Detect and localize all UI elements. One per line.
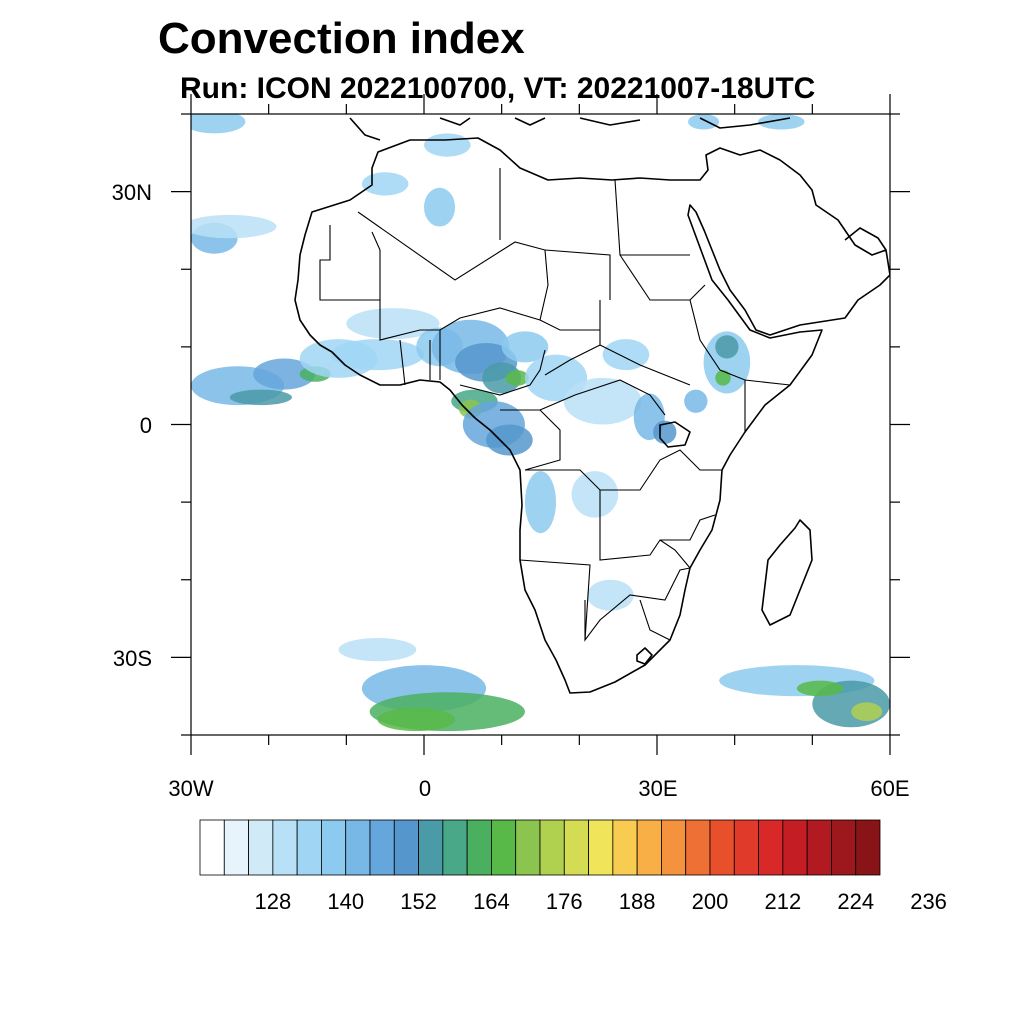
lesotho-outline xyxy=(636,647,653,665)
colorbar-swatch xyxy=(855,819,881,876)
convection-cell xyxy=(501,331,549,363)
lon-label-30w: 30W xyxy=(168,776,214,801)
colorbar-swatch xyxy=(539,819,565,876)
convection-cell xyxy=(424,187,456,227)
colorbar-swatch xyxy=(831,819,857,876)
convection-cell xyxy=(377,707,456,732)
convection-cell xyxy=(338,637,417,662)
colorbar-swatch xyxy=(491,819,517,876)
country-borders xyxy=(319,168,791,642)
colorbar-swatch xyxy=(248,819,274,876)
convection-cell xyxy=(796,680,844,697)
lat-label-0: 0 xyxy=(139,413,152,438)
convection-cell xyxy=(424,133,471,157)
convection-cell xyxy=(482,362,522,394)
colorbar-swatch xyxy=(806,819,832,876)
colorbar-label: 236 xyxy=(910,889,947,914)
lon-label-0: 0 xyxy=(418,776,432,801)
colorbar-swatch xyxy=(393,819,419,876)
colorbar-swatch xyxy=(636,819,662,876)
convection-cell xyxy=(229,389,292,406)
axis-ticks xyxy=(171,94,910,755)
europe-coast xyxy=(349,117,791,141)
colorbar-swatch xyxy=(709,819,735,876)
lat-label-30s: 30S xyxy=(112,646,152,671)
convection-cell xyxy=(715,370,731,386)
lat-label-30n: 30N xyxy=(111,180,152,205)
africa-coastline xyxy=(294,137,890,694)
convection-cell xyxy=(191,214,277,239)
colorbar xyxy=(199,819,881,876)
convection-cell xyxy=(361,172,409,196)
plot-frame xyxy=(190,113,891,736)
convection-cell xyxy=(684,389,708,413)
colorbar-swatch xyxy=(563,819,589,876)
colorbar-label: 164 xyxy=(473,889,510,914)
convection-cell xyxy=(602,339,650,371)
convection-cell xyxy=(653,420,677,444)
colorbar-swatch xyxy=(733,819,759,876)
colorbar-swatch xyxy=(758,819,784,876)
colorbar-swatch xyxy=(418,819,444,876)
colorbar-swatch xyxy=(199,819,225,876)
convection-cell xyxy=(524,471,557,534)
colorbar-label: 200 xyxy=(691,889,729,914)
colorbar-swatch xyxy=(612,819,638,876)
colorbar-label: 212 xyxy=(764,889,802,914)
convection-cell xyxy=(563,377,642,425)
colorbar-swatch xyxy=(685,819,711,876)
convection-field xyxy=(191,114,890,732)
lon-label-30e: 30E xyxy=(638,776,678,801)
chart-subtitle: Run: ICON 2022100700, VT: 20221007-18UTC xyxy=(180,72,816,105)
lon-label-60e: 60E xyxy=(870,776,910,801)
convection-cell xyxy=(253,358,316,390)
colorbar-label: 224 xyxy=(837,889,875,914)
colorbar-swatch xyxy=(442,819,468,876)
convection-cell xyxy=(715,335,739,359)
convection-cell xyxy=(851,702,883,722)
madagascar-coastline xyxy=(761,519,813,626)
colorbar-label: 176 xyxy=(545,889,583,914)
colorbar-swatch xyxy=(515,819,541,876)
colorbar-swatch xyxy=(588,819,614,876)
lake-victoria xyxy=(659,421,691,448)
coastlines xyxy=(294,117,890,694)
colorbar-swatch xyxy=(321,819,347,876)
convection-cell xyxy=(688,114,720,130)
convection-cell xyxy=(571,471,619,518)
colorbar-label: 128 xyxy=(254,889,292,914)
chart-title: Convection index xyxy=(158,14,525,63)
convection-cell xyxy=(757,114,805,130)
convection-cell xyxy=(486,424,533,456)
convection-cell xyxy=(191,114,246,134)
colorbar-swatch xyxy=(223,819,249,876)
colorbar-swatch xyxy=(661,819,687,876)
colorbar-swatch xyxy=(345,819,371,876)
colorbar-label: 140 xyxy=(327,889,365,914)
convection-cell xyxy=(587,579,634,611)
convection-cell xyxy=(505,370,529,386)
colorbar-swatch xyxy=(272,819,298,876)
gulf-coast xyxy=(844,227,887,251)
colorbar-swatch xyxy=(782,819,808,876)
colorbar-swatch xyxy=(296,819,322,876)
colorbar-swatch xyxy=(466,819,492,876)
colorbar-label: 188 xyxy=(618,889,656,914)
colorbar-label: 152 xyxy=(400,889,437,914)
colorbar-swatch xyxy=(369,819,395,876)
